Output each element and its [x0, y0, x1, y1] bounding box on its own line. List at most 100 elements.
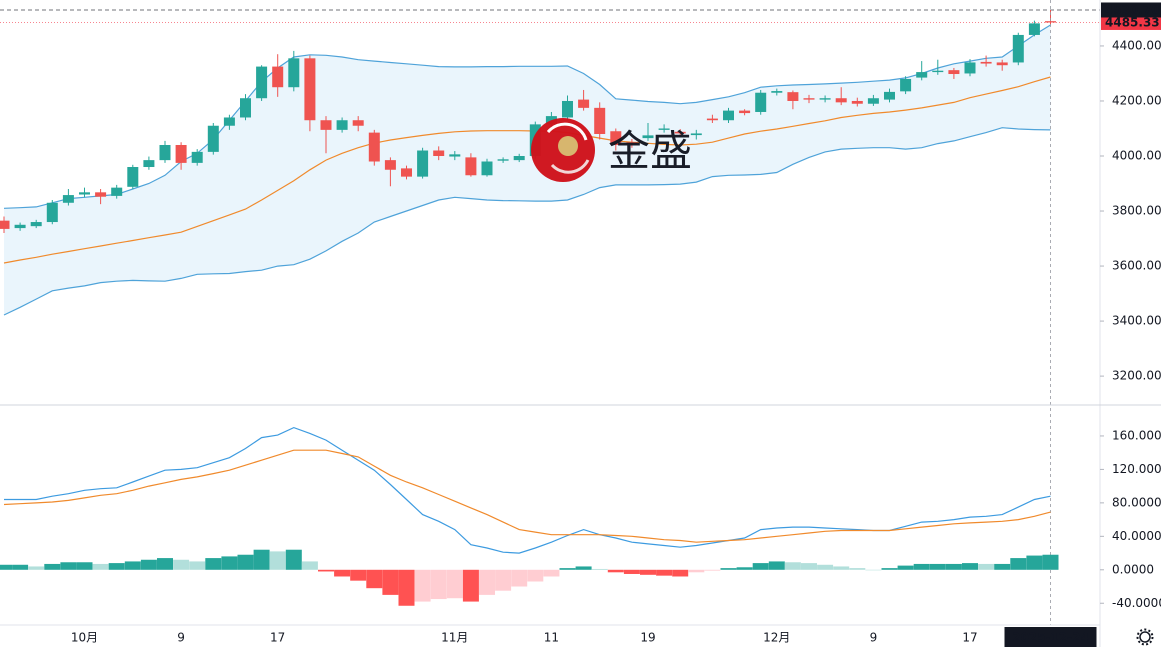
candle-body [755, 92, 767, 112]
histogram-bar [962, 563, 978, 570]
x-tick-label: 11 [544, 631, 559, 645]
candle-body [272, 66, 284, 88]
histogram-bar [801, 563, 817, 570]
candle-body [481, 161, 493, 176]
x-tick-label: 9 [870, 631, 878, 645]
histogram-bar [92, 563, 109, 570]
candle-body [417, 150, 429, 177]
candle-body [175, 144, 187, 163]
histogram-bar [173, 559, 190, 570]
histogram-bar [157, 558, 173, 570]
candle-body [803, 98, 815, 100]
logo-arc [546, 122, 588, 141]
histogram-bar [704, 569, 721, 571]
histogram-bar [366, 569, 383, 589]
x-tick-label: 11月 [441, 631, 468, 645]
histogram-bar [221, 556, 238, 570]
candle-body [932, 70, 944, 73]
candle-body [1012, 34, 1024, 63]
x-tick-label: 19 [640, 631, 655, 645]
histogram-bar [865, 569, 882, 571]
histogram-bar [44, 563, 61, 570]
histogram-bar [205, 558, 222, 570]
candle-body [336, 120, 348, 130]
candle-body [835, 98, 847, 103]
candle-body [46, 202, 58, 223]
histogram-bar [881, 568, 898, 570]
y-tick-label: 3800.00 [1112, 204, 1161, 218]
candle-body [127, 167, 139, 187]
candle-body [433, 150, 445, 157]
candle-body [62, 195, 74, 203]
histogram-bar [237, 554, 254, 570]
y-tick-label: 3200.00 [1112, 369, 1161, 383]
histogram-bar [269, 551, 286, 570]
histogram-bar [607, 569, 624, 573]
x-tick-label: 17 [962, 631, 977, 645]
x-tick-label: 10月 [71, 631, 98, 645]
histogram-bar [913, 563, 930, 570]
candle-body [610, 131, 622, 145]
gear[interactable] [1139, 631, 1151, 643]
candle-body [578, 99, 590, 108]
band-line [3, 76, 1051, 264]
candle-body [642, 135, 654, 139]
histogram-bar [945, 563, 962, 570]
histogram-bar [623, 569, 640, 574]
histogram-bar [76, 562, 93, 570]
histogram-bar [640, 569, 656, 575]
x-tick-label: 12月 [763, 631, 790, 645]
candle-body [739, 110, 751, 114]
logo-arc [550, 159, 590, 174]
settings-icon[interactable] [1136, 628, 1154, 646]
x-tick-label: 2025-12-24 [1012, 631, 1089, 645]
histogram-bar [334, 569, 351, 577]
candle-body [884, 91, 895, 100]
histogram-bar [784, 562, 801, 570]
histogram-bar [462, 569, 479, 602]
y-tick-label: 4200.00 [1112, 93, 1161, 107]
histogram-bar [736, 567, 753, 570]
y-tick-label: 3400.00 [1112, 314, 1161, 328]
histogram-bar [559, 568, 576, 570]
macd-line [3, 449, 1051, 543]
histogram-bar [430, 569, 447, 600]
candle-body [513, 156, 525, 161]
x-tick-label: 17 [270, 631, 285, 645]
band-line [3, 24, 1051, 209]
candle-body [304, 58, 316, 121]
candle-body [867, 98, 879, 104]
candle-body [690, 133, 702, 136]
histogram-bar [656, 569, 673, 576]
candle-body [465, 157, 477, 176]
histogram-bar [849, 568, 866, 570]
candle-body [0, 220, 10, 229]
candle-body [1045, 21, 1056, 23]
candle-body [562, 100, 573, 118]
candle-body [79, 192, 90, 195]
histogram-bar [60, 562, 77, 570]
y-tick-label: 4000.00 [1112, 149, 1161, 163]
histogram-bar [527, 569, 544, 582]
candle-body [223, 117, 235, 126]
candle-body [964, 62, 976, 74]
histogram-bar [189, 561, 206, 570]
watermark-text: 金盛 [608, 127, 692, 176]
histogram-bar [12, 564, 29, 570]
y-tick-label: -40.0000 [1112, 596, 1161, 610]
candle-body [771, 91, 783, 93]
candle-body [916, 72, 928, 78]
histogram-bar [108, 563, 125, 570]
candle-body [207, 125, 219, 152]
y-tick-label: 160.0000 [1112, 428, 1161, 442]
histogram-bar [140, 559, 157, 570]
y-tick-label: 3600.00 [1112, 259, 1161, 273]
candle-body [626, 142, 638, 145]
candle-body [401, 168, 412, 177]
histogram-bar [897, 565, 914, 570]
y-tick-label: 120.0000 [1112, 462, 1161, 476]
candle-body [658, 128, 670, 130]
candle-body [706, 118, 718, 121]
gear-teeth[interactable] [1136, 628, 1154, 646]
